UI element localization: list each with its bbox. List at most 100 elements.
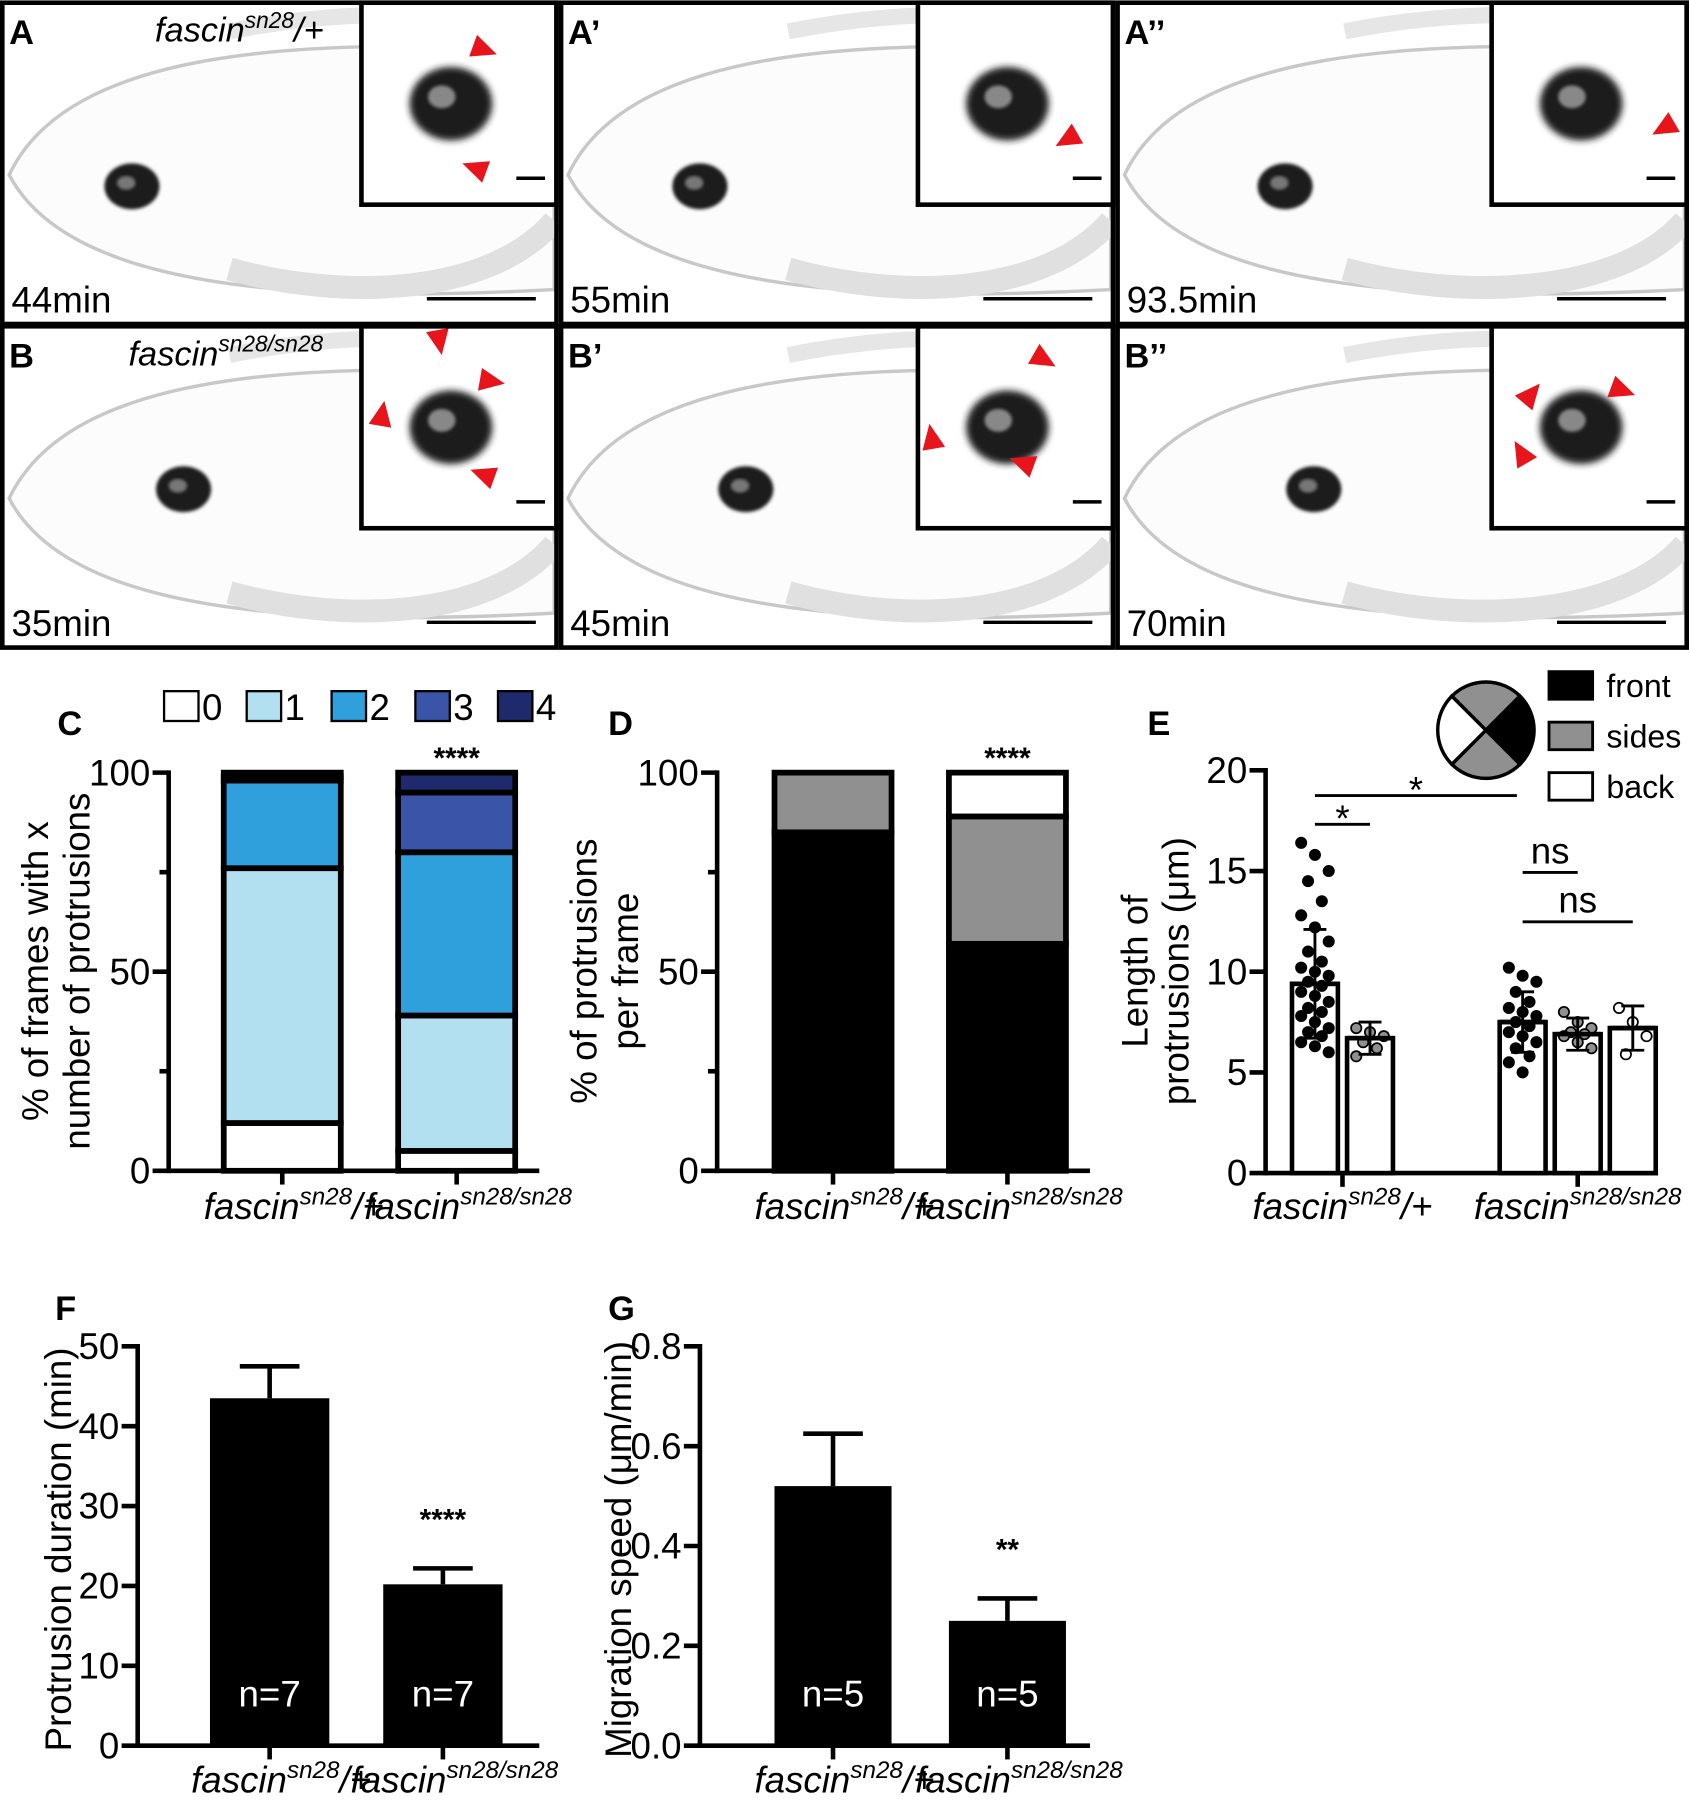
time-label: 70min [1127,603,1227,644]
genotype-suffix: /+ [292,12,324,50]
legend-label: 3 [453,687,473,728]
panel-label: A’’ [1124,14,1165,52]
legend-label: 2 [369,687,389,728]
y-axis-label: % of frames with x [15,821,56,1121]
micrograph-panel: A’ 55min [558,0,1120,327]
data-point [1612,1001,1626,1014]
genotype-base: fascin [754,1186,850,1227]
panel-border [0,323,559,650]
genotype-sup: sn28 [300,1183,353,1210]
data-point [1295,1036,1308,1049]
genotype-base: fascin [351,1760,447,1800]
y-tick-label: 0.6 [631,1426,682,1467]
time-label: 55min [570,280,670,321]
genotype-sup: sn28/sn28 [218,331,323,357]
panel-label: B’ [568,338,602,376]
data-point [1640,1030,1653,1043]
arrowhead [1009,456,1038,478]
micrograph-panel: A’’ 93.5min [1115,0,1689,327]
legend-swatch [1547,670,1595,701]
bar-segment [220,769,344,780]
arrowhead [1055,123,1084,147]
data-point [1322,969,1335,982]
data-point [1557,1005,1570,1019]
data-point [1502,1056,1515,1069]
genotype-sup: sn28 [850,1757,903,1784]
bar-segment [946,813,1069,947]
data-point [1370,1042,1383,1055]
y-tick-label: 20 [79,1566,120,1607]
y-tick-label: 0.0 [631,1725,682,1766]
bar-segment [395,789,519,856]
follicle-layer [226,536,563,623]
y-axis-label: protrusions (μm) [1156,837,1197,1105]
genotype-suffix: /+ [1398,1186,1433,1227]
data-point [1295,961,1308,974]
arrowhead [1652,112,1680,135]
y-axis-label: % of protrusions [564,839,605,1104]
data-point [1315,1005,1328,1019]
inset-cluster-detail [1558,85,1586,109]
arrowhead [1514,383,1540,411]
genotype-sup: sn28/sn28 [1570,1183,1682,1210]
genotype-base: fascin [1474,1186,1570,1227]
bar-segment [220,1120,344,1174]
genotype-suffix: /+ [349,1186,384,1227]
bar-segment [395,1148,519,1174]
data-point [1322,1022,1335,1035]
comparison-label: * [1409,769,1423,810]
data-point [1502,1001,1515,1014]
error-bar [803,1431,863,1487]
significance: **** [420,1503,467,1536]
genotype-sup: sn28 [850,1183,903,1210]
data-point [1322,865,1335,878]
bar [383,1584,503,1746]
genotype-base: fascin [915,1760,1011,1800]
bar-segment [395,769,519,796]
legend-label: 0 [202,687,222,728]
legend-swatch [414,690,451,723]
arrowhead [368,400,392,428]
y-tick-label: 100 [638,752,699,793]
data-point [1308,1040,1321,1053]
inset-cluster-detail [1558,408,1586,432]
genotype-sup: sn28/sn28 [446,1757,558,1784]
y-tick-label: 0.4 [631,1526,682,1567]
y-axis-label: Protrusion duration (min) [38,1347,79,1751]
legend-swatch [330,690,368,723]
data-point [1315,1030,1328,1043]
genotype-base: fascin [191,1760,287,1800]
genotype-base: fascin [1252,1186,1348,1227]
data-point [1322,935,1335,948]
y-axis-label: Length of [1114,894,1155,1048]
panel-label: A [9,14,34,52]
time-label: 44min [11,280,111,321]
arrowhead [1028,343,1056,367]
genotype-sup: sn28 [287,1757,340,1784]
y-tick-label: 0.2 [631,1625,682,1666]
data-point [1530,1009,1543,1023]
genotype-base: fascin [129,335,219,373]
bar-segment [946,769,1069,820]
follicle-layer [785,536,1120,623]
time-label: 45min [570,603,670,644]
arrowhead [1514,441,1538,469]
border-cell-detail [117,175,136,190]
panel-label: D [608,705,633,743]
panel-label: B’’ [1124,338,1167,376]
genotype-sup: sn28/sn28 [460,1183,572,1210]
micrograph-panel: B 35min fascinsn28/sn28 [0,323,563,650]
data-point [1350,1022,1363,1035]
y-tick-label: 10 [1206,951,1247,992]
y-tick-label: 100 [89,752,150,793]
arrowhead [470,467,499,490]
pie-icon [1435,680,1536,781]
data-point [1530,975,1543,988]
significance: **** [984,742,1031,775]
genotype: fascinsn28/+ [754,1183,934,1227]
legend-swatch [1547,771,1595,802]
legend-label: 4 [536,687,556,728]
genotype: fascinsn28/+ [1252,1183,1432,1227]
bar [209,1398,330,1746]
